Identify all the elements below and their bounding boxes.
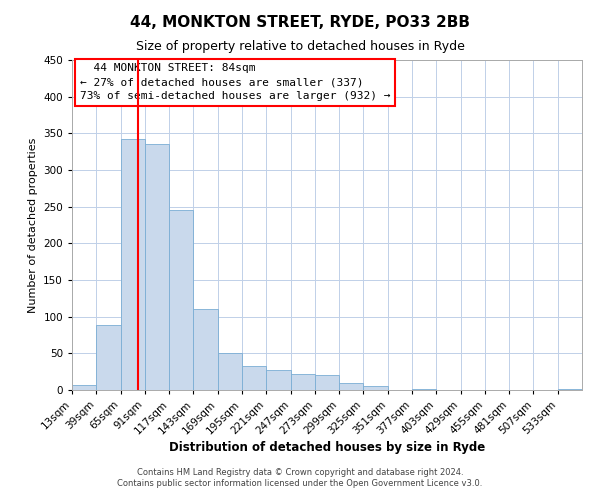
Bar <box>364 386 388 390</box>
Bar <box>169 210 193 390</box>
Bar <box>315 376 339 390</box>
Text: Size of property relative to detached houses in Ryde: Size of property relative to detached ho… <box>136 40 464 53</box>
Bar <box>193 310 218 390</box>
Bar <box>290 374 315 390</box>
Bar <box>145 144 169 390</box>
Text: 44, MONKTON STREET, RYDE, PO33 2BB: 44, MONKTON STREET, RYDE, PO33 2BB <box>130 15 470 30</box>
Bar <box>242 366 266 390</box>
Text: 44 MONKTON STREET: 84sqm
← 27% of detached houses are smaller (337)
73% of semi-: 44 MONKTON STREET: 84sqm ← 27% of detach… <box>80 64 390 102</box>
Bar <box>266 370 290 390</box>
Bar <box>121 139 145 390</box>
Bar <box>72 385 96 390</box>
Bar <box>218 354 242 390</box>
Y-axis label: Number of detached properties: Number of detached properties <box>28 138 38 312</box>
Bar <box>96 324 121 390</box>
X-axis label: Distribution of detached houses by size in Ryde: Distribution of detached houses by size … <box>169 442 485 454</box>
Text: Contains HM Land Registry data © Crown copyright and database right 2024.
Contai: Contains HM Land Registry data © Crown c… <box>118 468 482 487</box>
Bar <box>339 382 364 390</box>
